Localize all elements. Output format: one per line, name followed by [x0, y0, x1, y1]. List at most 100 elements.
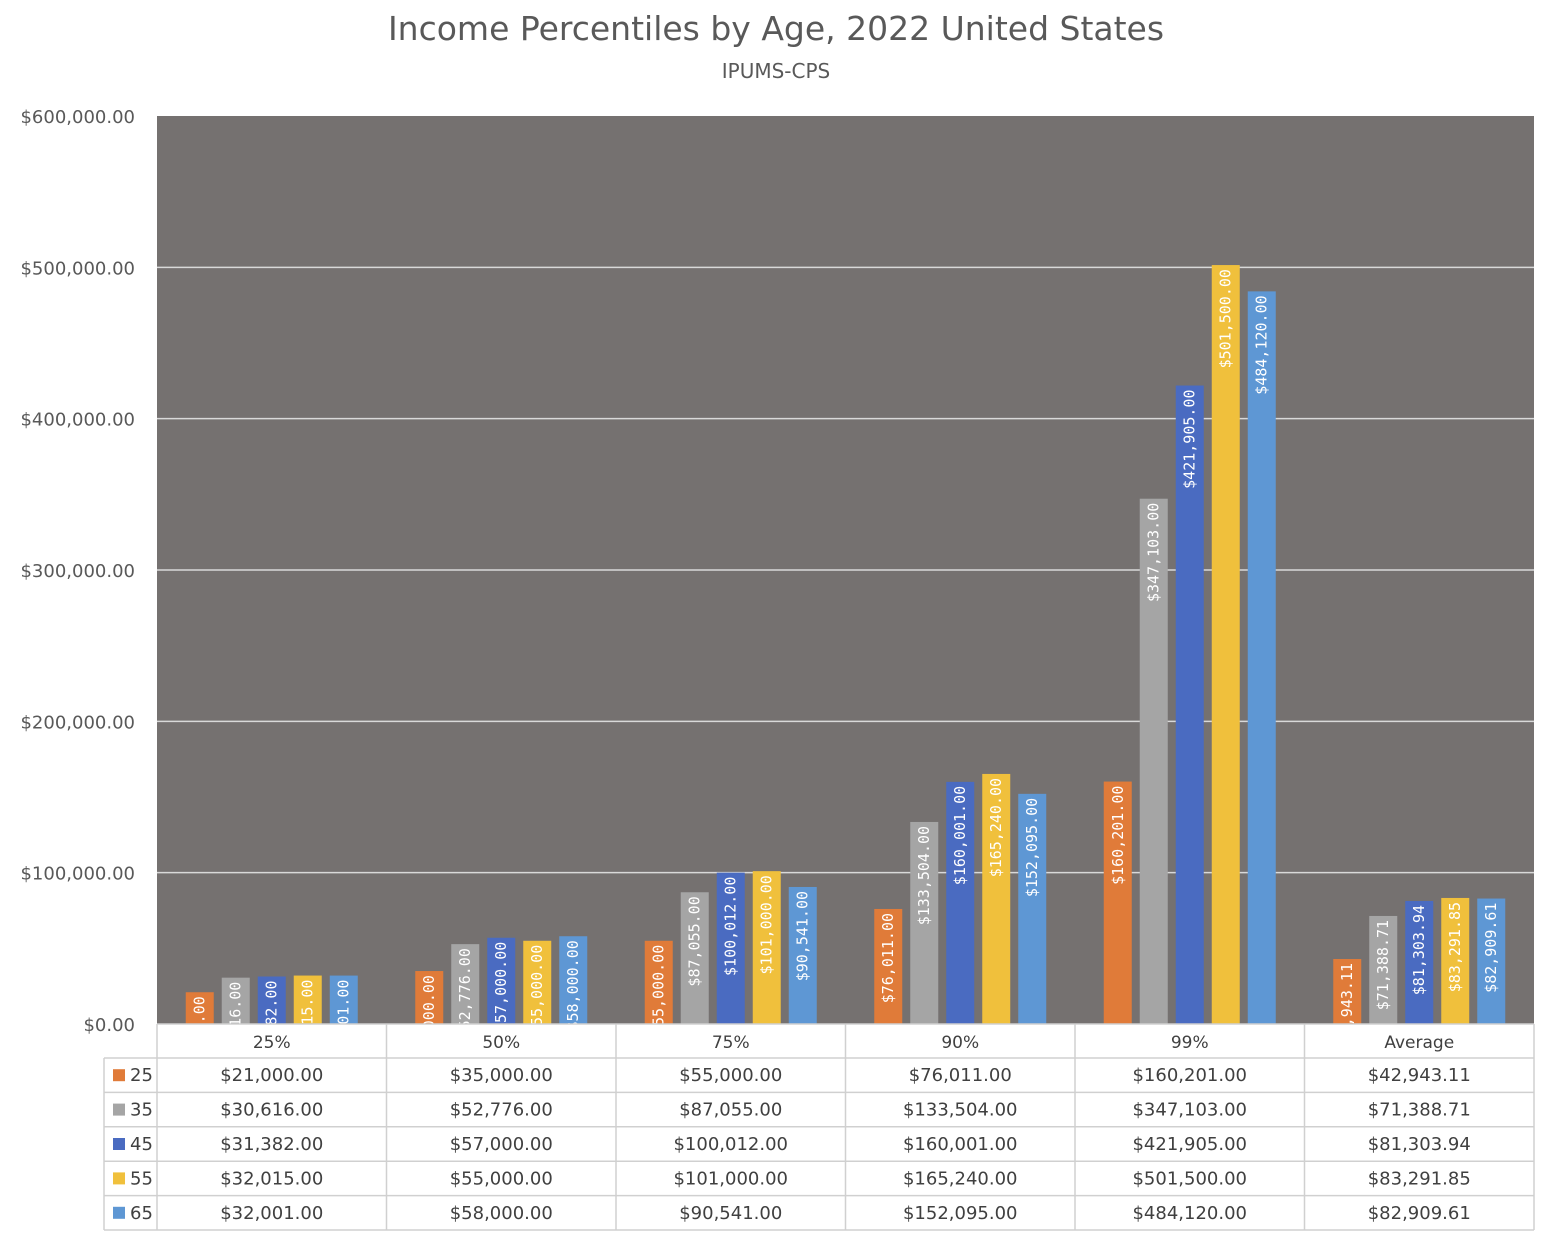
- data-label: $152,095.00: [1023, 798, 1041, 897]
- y-tick-label: $0.00: [83, 1015, 135, 1036]
- bar: [1211, 265, 1240, 1024]
- data-label: $21,000.00: [191, 996, 209, 1086]
- legend-swatch: [113, 1206, 125, 1219]
- bar: [293, 975, 322, 1024]
- legend-label: 45: [130, 1134, 153, 1155]
- table-cell: $55,000.00: [679, 1065, 782, 1086]
- table-cell: $160,201.00: [1132, 1065, 1247, 1086]
- category-label: 75%: [712, 1033, 750, 1053]
- data-label: $87,055.00: [686, 896, 704, 986]
- bar: [1405, 900, 1434, 1024]
- table-cell: $152,095.00: [903, 1203, 1018, 1224]
- bar: [1477, 898, 1506, 1024]
- data-label: $90,541.00: [794, 891, 812, 981]
- chart-subtitle: IPUMS-CPS: [722, 59, 831, 83]
- legend-swatch: [113, 1138, 125, 1150]
- data-label: $160,001.00: [951, 786, 969, 885]
- category-label: 50%: [482, 1033, 520, 1053]
- data-label: $42,943.11: [1338, 963, 1356, 1053]
- legend-label: 65: [130, 1203, 153, 1224]
- category-label: 99%: [1171, 1033, 1209, 1053]
- bar: [329, 975, 358, 1024]
- category-label: 90%: [941, 1033, 979, 1053]
- bar: [415, 971, 444, 1024]
- data-label: $501,500.00: [1217, 269, 1235, 368]
- table-cell: $484,120.00: [1132, 1203, 1247, 1224]
- bar: [1333, 959, 1362, 1024]
- bar: [1369, 915, 1398, 1024]
- y-tick-label: $200,000.00: [20, 712, 135, 733]
- table-cell: $165,240.00: [903, 1168, 1018, 1189]
- table-cell: $52,776.00: [450, 1100, 553, 1121]
- table-cell: $90,541.00: [679, 1203, 782, 1224]
- bar: [1247, 291, 1276, 1024]
- y-axis: $0.00 $100,000.00 $200,000.00 $300,000.00 $4…: [20, 107, 135, 1036]
- table-cell: $160,001.00: [903, 1134, 1018, 1155]
- data-label: $347,103.00: [1145, 503, 1163, 602]
- data-table: 25% 50% 75% 90% 99% Average 25 $21,000.00 $35,00…: [103, 1023, 1535, 1231]
- table-cell: $42,943.11: [1368, 1065, 1471, 1086]
- data-label: $100,012.00: [722, 877, 740, 976]
- table-cell: $133,504.00: [903, 1100, 1018, 1121]
- table-cell: $55,000.00: [450, 1168, 553, 1189]
- table-cell: $82,909.61: [1368, 1203, 1471, 1224]
- data-label: $52,776.00: [456, 948, 474, 1038]
- bar: [874, 908, 903, 1024]
- data-label: $57,000.00: [492, 942, 510, 1032]
- table-cell: $100,012.00: [673, 1134, 788, 1155]
- table-cell: $31,382.00: [220, 1134, 323, 1155]
- bar: [257, 976, 286, 1024]
- bar: [788, 886, 817, 1024]
- table-cell: $71,388.71: [1368, 1100, 1471, 1121]
- data-label: $160,201.00: [1109, 786, 1127, 885]
- bar: [910, 821, 939, 1024]
- y-tick-label: $400,000.00: [20, 410, 135, 431]
- legend-label: 55: [130, 1168, 153, 1189]
- legend-label: 25: [130, 1065, 153, 1086]
- category-label: Average: [1384, 1033, 1454, 1053]
- bar: [1175, 385, 1204, 1024]
- table-cell: $76,011.00: [909, 1065, 1012, 1086]
- bar: [451, 944, 480, 1024]
- table-cell: $81,303.94: [1368, 1134, 1471, 1155]
- data-label: $55,000.00: [528, 945, 546, 1035]
- table-cell: $58,000.00: [450, 1203, 553, 1224]
- data-label: $31,382.00: [263, 981, 281, 1071]
- data-label: $83,291.85: [1446, 902, 1464, 992]
- bar: [946, 781, 975, 1024]
- data-label: $81,303.94: [1410, 905, 1428, 995]
- table-cell: $347,103.00: [1132, 1100, 1247, 1121]
- bar: [680, 892, 709, 1024]
- legend-swatch: [113, 1069, 125, 1082]
- bar: [716, 872, 745, 1024]
- data-label: $484,120.00: [1253, 295, 1271, 394]
- table-cell: $57,000.00: [450, 1134, 553, 1155]
- bar: [523, 940, 552, 1024]
- table-cell: $30,616.00: [220, 1100, 323, 1121]
- data-label: $101,000.00: [758, 875, 776, 974]
- table-cell: $35,000.00: [450, 1065, 553, 1086]
- table-cell: $87,055.00: [679, 1100, 782, 1121]
- table-cell: $101,000.00: [673, 1168, 788, 1189]
- bar: [752, 871, 781, 1024]
- bar: [185, 992, 214, 1024]
- data-label: $133,504.00: [915, 826, 933, 925]
- data-label: $55,000.00: [650, 945, 668, 1035]
- data-label: $30,616.00: [227, 982, 245, 1072]
- bar: [1103, 781, 1132, 1024]
- data-label: $76,011.00: [879, 913, 897, 1003]
- y-tick-label: $600,000.00: [20, 107, 135, 128]
- data-label: $35,000.00: [420, 975, 438, 1065]
- bar: [1018, 793, 1047, 1024]
- bar: [1441, 897, 1470, 1024]
- bar: [982, 773, 1011, 1024]
- bar: [644, 940, 673, 1024]
- bars: $21,000.00 $30,616.00 $31,382.00 $32,015.00…: [185, 265, 1506, 1087]
- category-label: 25%: [253, 1033, 291, 1053]
- table-cell: $32,001.00: [220, 1203, 323, 1224]
- bar: [1139, 498, 1168, 1024]
- data-label: $58,000.00: [564, 940, 582, 1030]
- data-label: $82,909.61: [1482, 903, 1500, 993]
